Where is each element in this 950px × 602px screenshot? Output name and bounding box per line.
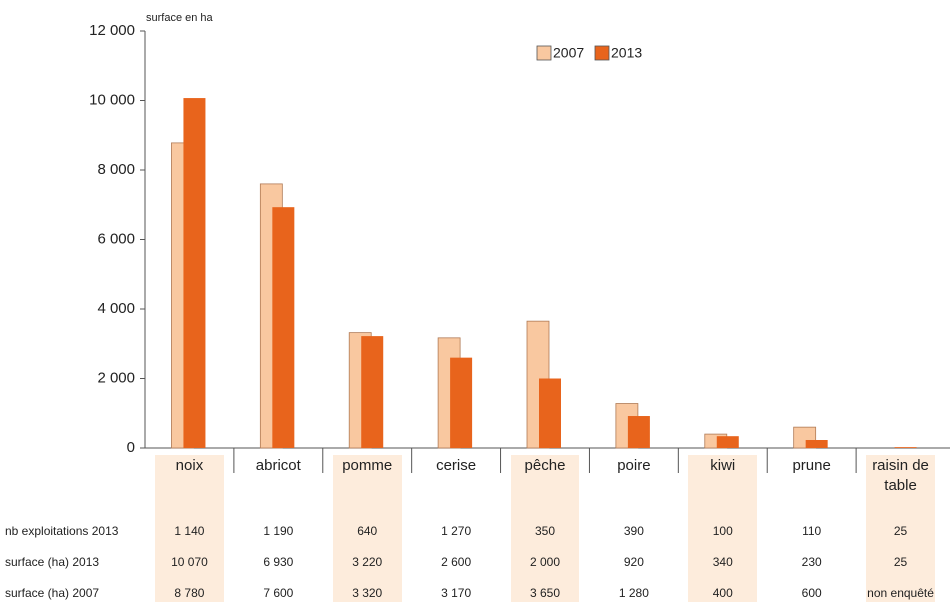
legend-swatch xyxy=(536,45,552,61)
legend-label: 2013 xyxy=(611,45,642,61)
bar xyxy=(894,447,917,448)
table-cell: 1 190 xyxy=(263,524,294,538)
column-highlight xyxy=(332,455,402,602)
x-tick-label: cerise xyxy=(436,457,477,474)
y-tick-label: 6 000 xyxy=(97,230,135,247)
table-cell: 100 xyxy=(712,524,733,538)
y-axis-label: surface en ha xyxy=(146,12,214,24)
table-cell: 400 xyxy=(712,586,733,600)
y-tick-label: 12 000 xyxy=(89,22,135,39)
table-cell: 3 170 xyxy=(441,586,472,600)
y-tick-label: 8 000 xyxy=(97,161,135,178)
x-tick-label: prune xyxy=(792,457,831,474)
x-tick-label: kiwi xyxy=(710,457,736,474)
bar xyxy=(361,336,384,448)
legend-swatch xyxy=(594,45,610,61)
table-cell: 3 220 xyxy=(352,555,383,569)
table-cell: 920 xyxy=(623,555,644,569)
table-cell: 390 xyxy=(623,524,644,538)
table-cell: 230 xyxy=(801,555,822,569)
table-cell: 10 070 xyxy=(171,555,208,569)
table-cell: 2 000 xyxy=(529,555,561,569)
table-cell: 8 780 xyxy=(174,586,205,600)
bar xyxy=(272,207,295,448)
column-highlight xyxy=(688,455,758,602)
table-cell: non enquêté xyxy=(867,586,934,600)
table-cell: 7 600 xyxy=(263,586,294,600)
table-cell: 25 xyxy=(893,555,908,569)
column-highlight xyxy=(510,455,580,602)
x-tick-label: pêche xyxy=(524,457,566,474)
table-cell: 600 xyxy=(801,586,822,600)
table-cell: 25 xyxy=(893,524,908,538)
y-tick-label: 0 xyxy=(127,439,135,456)
x-tick-label: poire xyxy=(617,457,651,474)
bar xyxy=(183,98,206,448)
column-highlight xyxy=(155,455,224,602)
table-cell: 3 650 xyxy=(529,586,561,600)
table-cell: 1 270 xyxy=(441,524,472,538)
x-tick-label: pomme xyxy=(342,457,393,474)
bar xyxy=(716,436,739,448)
table-cell: 640 xyxy=(357,524,378,538)
bar xyxy=(539,378,561,448)
table-cell: 3 320 xyxy=(352,586,383,600)
row-label: nb exploitations 2013 xyxy=(5,524,119,538)
row-label: surface (ha) 2013 xyxy=(5,555,100,569)
y-tick-label: 4 000 xyxy=(97,300,135,317)
x-tick-label: abricot xyxy=(255,457,301,474)
table-cell: 340 xyxy=(712,555,733,569)
y-tick-label: 10 000 xyxy=(89,91,135,108)
bar xyxy=(805,440,828,448)
table-cell: 1 280 xyxy=(618,586,649,600)
column-highlight xyxy=(866,455,935,602)
bar xyxy=(627,416,650,448)
x-tick-label: raisin de table xyxy=(872,457,929,494)
table-cell: 2 600 xyxy=(441,555,472,569)
table-cell: 350 xyxy=(534,524,556,538)
table-cell: 6 930 xyxy=(263,555,294,569)
legend-label: 2007 xyxy=(553,45,584,61)
x-tick-label: noix xyxy=(175,457,204,474)
table-cell: 1 140 xyxy=(174,524,205,538)
table-cell: 110 xyxy=(802,524,822,538)
row-label: surface (ha) 2007 xyxy=(5,586,100,600)
y-tick-label: 2 000 xyxy=(97,369,135,386)
bar xyxy=(450,357,473,448)
